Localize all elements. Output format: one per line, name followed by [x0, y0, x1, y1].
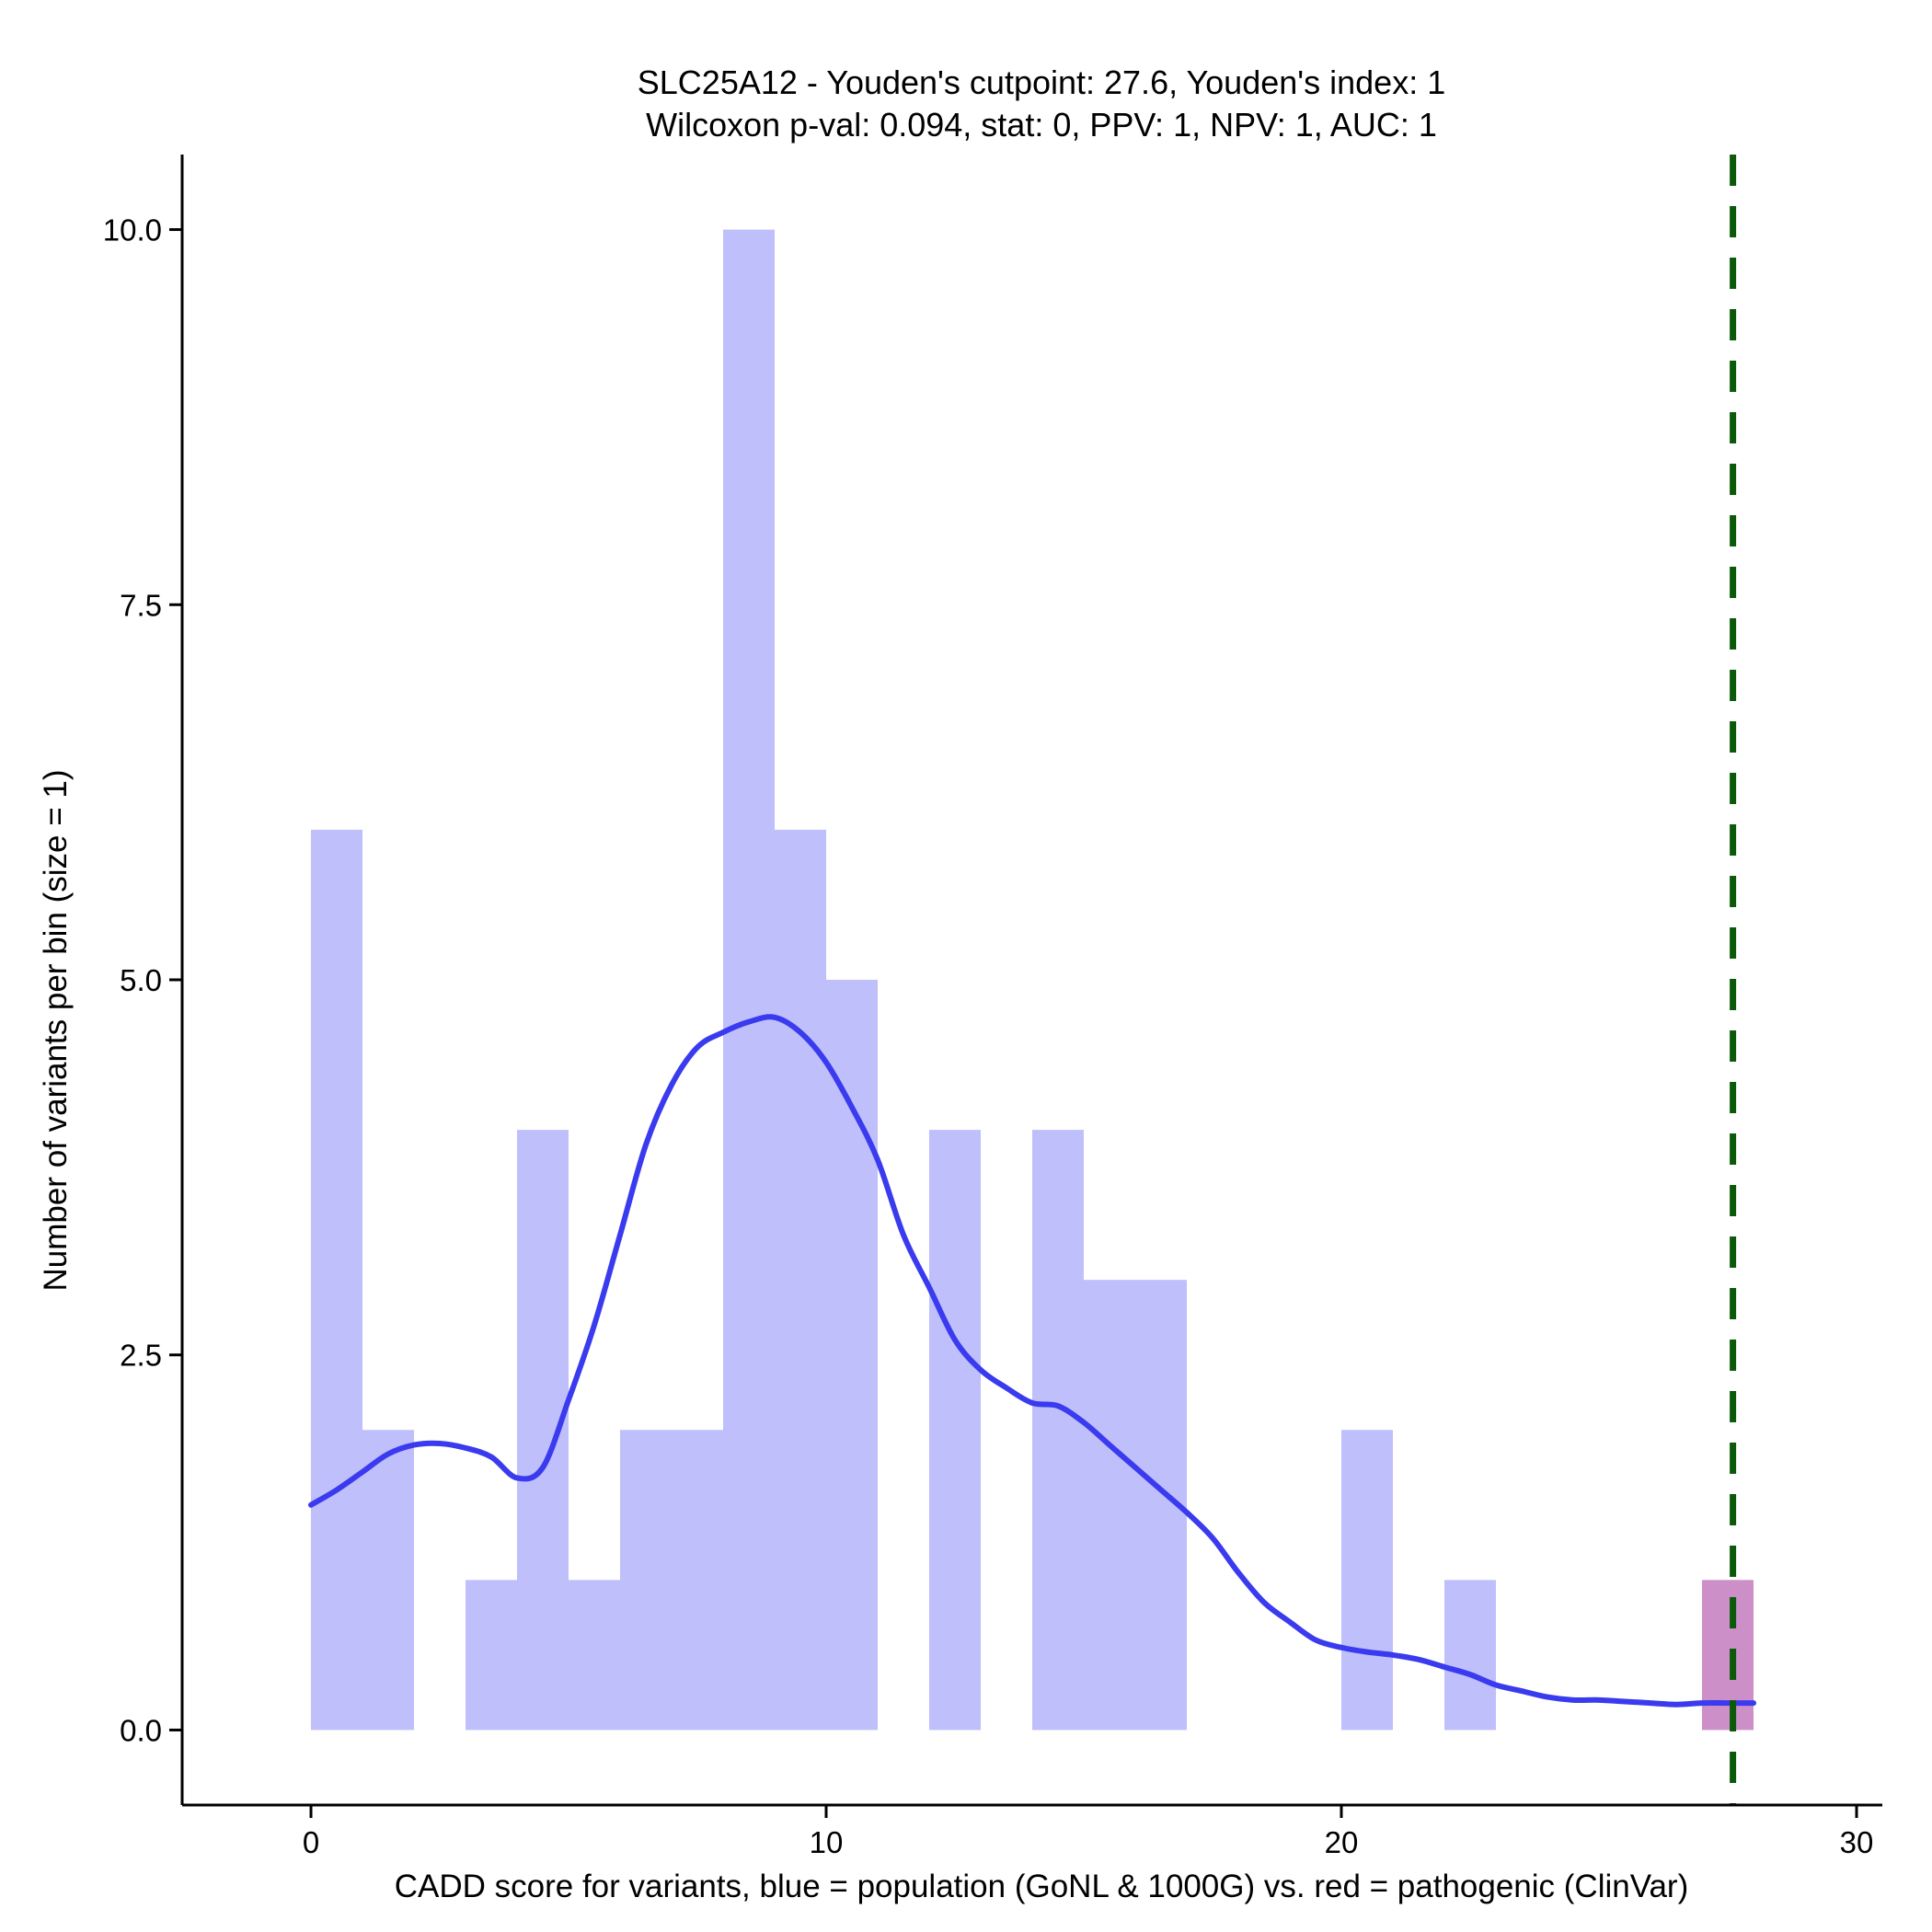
chart-subtitle: Wilcoxon p-val: 0.094, stat: 0, PPV: 1, … [646, 106, 1437, 144]
population-bar [929, 1130, 981, 1731]
y-tick-label: 2.5 [120, 1339, 162, 1373]
population-bar [775, 829, 826, 1731]
population-bar [723, 229, 775, 1731]
x-axis-ticks: 0 10 20 30 [303, 1805, 1874, 1859]
y-axis-ticks: 0.0 2.5 5.0 7.5 10.0 [103, 213, 182, 1747]
x-tick-label: 10 [810, 1825, 844, 1859]
population-bar [826, 980, 878, 1731]
population-bar [362, 1430, 414, 1731]
x-tick-label: 0 [303, 1825, 319, 1859]
x-axis-label: CADD score for variants, blue = populati… [395, 1869, 1689, 1904]
population-bar [620, 1430, 672, 1731]
population-bar [1084, 1280, 1135, 1731]
population-bar [466, 1580, 517, 1731]
population-bar [672, 1430, 723, 1731]
population-bar [1341, 1430, 1393, 1731]
population-bar [311, 829, 362, 1731]
x-tick-label: 30 [1840, 1825, 1874, 1859]
pathogenic-bars [1702, 1580, 1754, 1731]
density-curve [308, 1014, 1756, 1708]
y-tick-label: 5.0 [120, 963, 162, 997]
population-bar [1444, 1580, 1496, 1731]
y-tick-label: 10.0 [103, 213, 162, 247]
x-tick-label: 20 [1325, 1825, 1359, 1859]
chart-title: SLC25A12 - Youden's cutpoint: 27.6, Youd… [638, 63, 1445, 101]
pathogenic-bar [1702, 1580, 1754, 1731]
y-tick-label: 7.5 [120, 588, 162, 622]
population-bar [569, 1580, 620, 1731]
population-bar [1032, 1130, 1084, 1731]
y-tick-label: 0.0 [120, 1713, 162, 1747]
y-axis-label: Number of variants per bin (size = 1) [38, 769, 74, 1291]
population-bars [311, 229, 1496, 1731]
